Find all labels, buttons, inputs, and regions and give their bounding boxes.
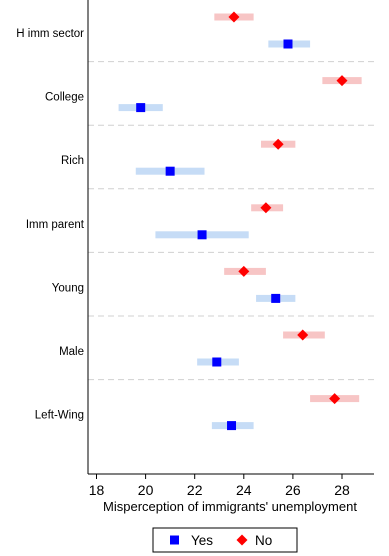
yes-point-estimate — [212, 357, 222, 367]
no-point-estimate — [329, 393, 341, 405]
no-point-estimate — [272, 138, 284, 150]
no-point-estimate — [238, 265, 250, 277]
category-label: Imm parent — [26, 219, 85, 231]
x-tick-label: 22 — [187, 482, 203, 498]
category-label: Young — [52, 282, 84, 294]
point-estimates — [136, 11, 348, 431]
category-label: Male — [59, 346, 84, 358]
legend-yes-label: Yes — [191, 533, 213, 548]
yes-point-estimate — [271, 293, 281, 303]
x-tick-label: 20 — [138, 482, 154, 498]
legend: Yes No — [152, 527, 298, 553]
legend-no-swatch — [236, 534, 248, 546]
x-tick-label: 18 — [89, 482, 105, 498]
yes-point-estimate — [283, 39, 293, 49]
category-label: H imm sector — [16, 28, 84, 40]
x-tick-label: 26 — [285, 482, 301, 498]
yes-point-estimate — [165, 166, 175, 176]
category-labels: H imm sector College Rich Imm parent Young Ma… — [16, 28, 85, 422]
category-separators — [88, 61, 374, 381]
yes-point-estimate — [197, 230, 207, 240]
no-point-estimate — [228, 11, 240, 23]
axes — [87, 0, 374, 475]
no-point-estimate — [260, 202, 272, 214]
yes-point-estimate — [136, 103, 146, 113]
x-tick-label: 28 — [334, 482, 350, 498]
x-axis-title: Misperception of immigrants' unemploymen… — [103, 499, 357, 514]
legend-no-label: No — [255, 533, 272, 548]
legend-yes-swatch — [170, 535, 179, 545]
category-label: Rich — [61, 155, 84, 167]
no-point-estimate — [336, 75, 348, 87]
x-tick-label: 24 — [236, 482, 252, 498]
no-point-estimate — [297, 329, 309, 341]
yes-point-estimate — [227, 421, 237, 431]
x-ticks: 18 20 22 24 26 28 — [89, 474, 350, 498]
category-label: College — [45, 92, 84, 104]
category-label: Left-Wing — [35, 410, 84, 422]
